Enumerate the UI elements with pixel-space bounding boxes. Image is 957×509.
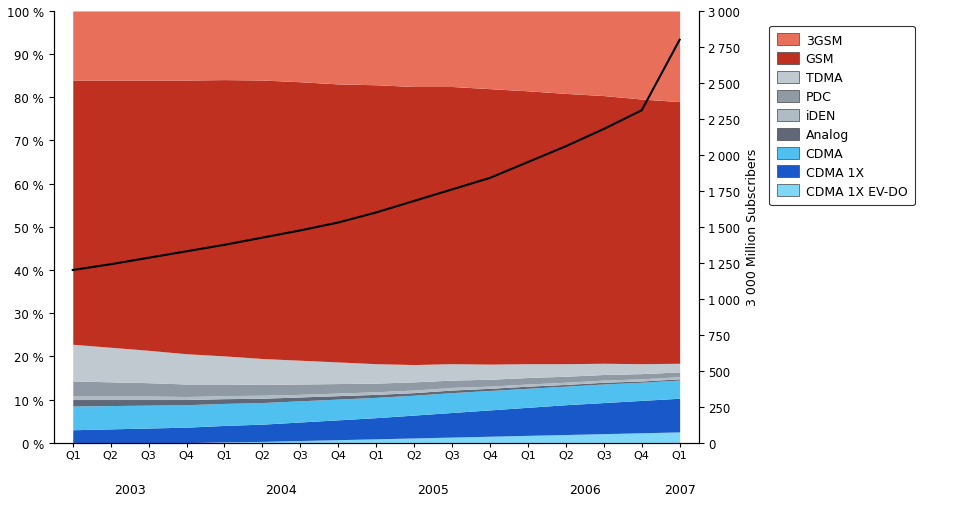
Legend: 3GSM, GSM, TDMA, PDC, iDEN, Analog, CDMA, CDMA 1X, CDMA 1X EV-DO: 3GSM, GSM, TDMA, PDC, iDEN, Analog, CDMA…	[769, 27, 915, 206]
Y-axis label: 3 000 Million Subscribers: 3 000 Million Subscribers	[746, 149, 759, 306]
